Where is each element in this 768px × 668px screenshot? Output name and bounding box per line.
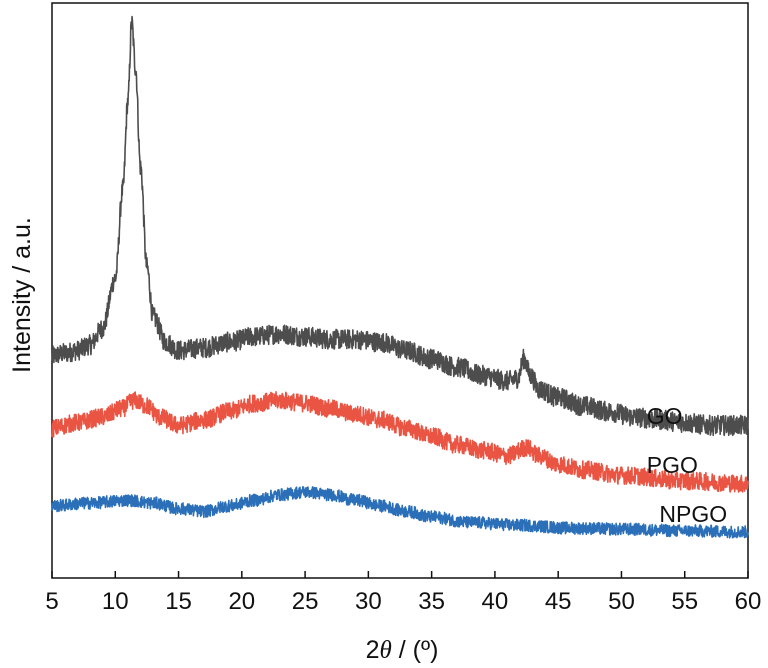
series-label-go: GO	[647, 403, 683, 429]
x-tick-label: 20	[228, 588, 255, 615]
x-tick-label: 5	[45, 588, 58, 615]
x-tick-label: 55	[671, 588, 698, 615]
x-ticks: 5 10 15 20 25 30 35 40 45 50 55 60	[45, 571, 761, 615]
x-axis-title-theta: θ	[380, 637, 392, 664]
x-axis-title-suffix: / (º)	[392, 636, 439, 664]
x-tick-label: 25	[292, 588, 319, 615]
series-line-go	[51, 15, 749, 437]
x-axis-title: 2θ / (º)	[366, 636, 439, 664]
series-label-pgo: PGO	[647, 452, 698, 478]
x-tick-label: 60	[735, 588, 762, 615]
series-line-pgo	[51, 390, 749, 493]
x-tick-label: 10	[102, 588, 129, 615]
x-tick-label: 30	[355, 588, 382, 615]
x-tick-label: 40	[482, 588, 509, 615]
plot-frame	[51, 2, 749, 579]
x-tick-label: 35	[418, 588, 445, 615]
x-tick-label: 50	[608, 588, 635, 615]
series-layer	[51, 15, 749, 539]
x-axis-title-prefix: 2	[366, 636, 380, 664]
x-tick-label: 15	[165, 588, 192, 615]
series-line-npgo	[51, 486, 749, 539]
series-labels: GO PGO NPGO	[647, 403, 727, 527]
series-label-npgo: NPGO	[659, 501, 727, 527]
y-axis-title: Intensity / a.u.	[8, 217, 36, 373]
x-tick-label: 45	[545, 588, 572, 615]
